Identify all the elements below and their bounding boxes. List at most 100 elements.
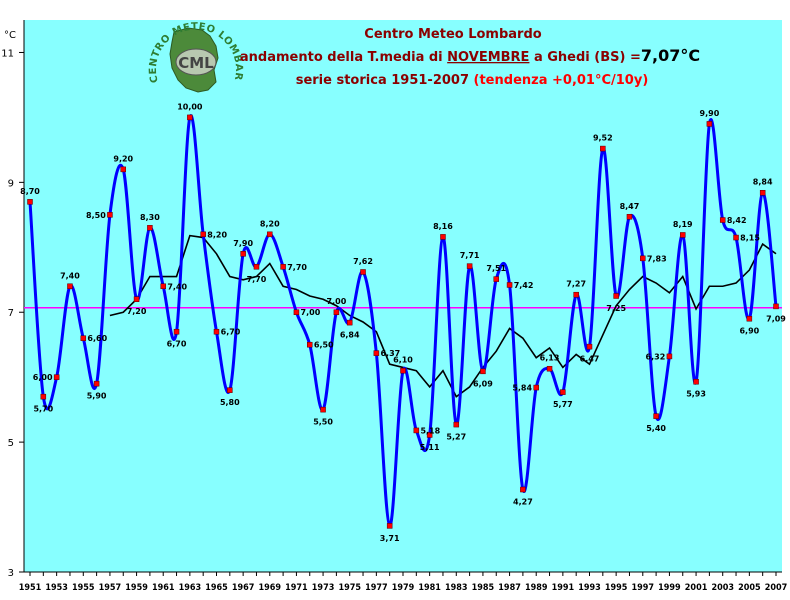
x-tick-label: 1987	[498, 583, 521, 593]
data-point	[40, 393, 47, 400]
x-tick-label: 2007	[765, 583, 788, 593]
data-point	[426, 432, 433, 438]
data-point	[293, 309, 300, 315]
chart-title-line2: andamento della T.media di NOVEMBRE a Gh…	[240, 46, 700, 65]
data-label: 5,70	[33, 405, 53, 414]
data-label: 8,19	[673, 220, 693, 229]
data-label: 6,13	[540, 354, 560, 363]
x-tick-label: 1959	[125, 583, 148, 593]
x-tick-label: 1967	[232, 583, 255, 593]
data-point	[346, 319, 353, 326]
data-point	[307, 341, 313, 348]
markers-group	[27, 114, 779, 529]
x-tick-label: 1995	[605, 583, 628, 593]
data-point	[706, 121, 713, 127]
data-label: 7,00	[301, 308, 321, 317]
temperature-series-line	[28, 114, 778, 528]
data-label: 6,90	[739, 327, 759, 336]
data-label: 7,40	[167, 282, 187, 291]
y-tick-label: 11	[1, 48, 14, 59]
data-point	[93, 380, 100, 387]
data-label: 5,84	[512, 384, 532, 393]
x-tick-label: 1985	[472, 583, 495, 593]
x-tick-label: 1969	[259, 583, 282, 593]
data-label: 7,90	[233, 239, 253, 248]
data-label: 6,10	[393, 356, 413, 365]
data-point	[506, 282, 513, 288]
data-label: 7,83	[647, 254, 667, 263]
data-label: 6,00	[33, 373, 53, 382]
data-point	[653, 413, 659, 419]
data-point	[560, 389, 566, 395]
data-point	[333, 309, 340, 315]
logo-badge	[175, 48, 217, 76]
x-tick-label: 1993	[578, 583, 601, 593]
data-label: 6,70	[221, 328, 241, 337]
x-tick-label: 1997	[632, 583, 655, 593]
moving-average-line	[109, 234, 777, 398]
data-label: 6,09	[473, 379, 493, 388]
x-tick-label: 2001	[685, 583, 708, 593]
data-point	[267, 231, 273, 238]
data-point	[360, 269, 366, 275]
data-label: 5,50	[313, 418, 333, 427]
x-tick-label: 1955	[72, 583, 95, 593]
x-tick-label: 1973	[312, 583, 335, 593]
x-tick-label: 2005	[738, 583, 761, 593]
x-ticks: 1951 1953 1955 1957 1959 1961 1963 1965 1967 1969…	[19, 572, 788, 593]
data-label: 6,50	[314, 341, 334, 350]
x-tick-label: 1989	[525, 583, 548, 593]
data-point	[280, 264, 286, 270]
data-label: 7,20	[127, 307, 147, 316]
data-point	[253, 264, 260, 270]
chart-title-line3: serie storica 1951-2007 (tendenza +0,01°…	[296, 73, 649, 88]
data-label: 6,32	[646, 352, 666, 361]
data-point	[53, 374, 60, 380]
plot-area	[24, 20, 782, 572]
title-suffix: a Ghedi (BS) =	[529, 50, 640, 65]
x-tick-label: 1951	[19, 583, 42, 593]
data-point	[227, 387, 233, 393]
data-label: 8,30	[140, 213, 160, 222]
data-point	[493, 276, 499, 282]
data-point	[386, 523, 393, 529]
x-tick-label: 1999	[658, 583, 681, 593]
data-point	[626, 214, 633, 220]
data-label: 10,00	[177, 102, 203, 111]
data-label: 7,71	[460, 251, 480, 260]
data-label: 6,70	[167, 340, 187, 349]
data-label: 5,77	[553, 400, 573, 409]
x-tick-label: 1979	[392, 583, 415, 593]
data-label: 7,09	[766, 314, 786, 323]
x-tick-label: 1971	[285, 583, 308, 593]
y-axis-label: °C	[4, 30, 16, 41]
data-point	[320, 406, 326, 413]
data-point	[773, 303, 779, 310]
title-series-range: serie storica 1951-2007	[296, 73, 474, 88]
data-point	[27, 199, 33, 205]
data-point	[413, 427, 420, 434]
data-point	[147, 225, 153, 231]
x-tick-label: 1953	[45, 583, 68, 593]
data-label: 9,20	[113, 154, 133, 163]
x-tick-label: 1981	[418, 583, 441, 593]
x-tick-label: 1957	[99, 583, 122, 593]
data-label: 8,70	[20, 187, 40, 196]
data-point	[693, 378, 699, 385]
data-labels-group: 8,70 5,70 6,00 7,40 6,60 5,90 8,50 9,20 7,20 8,30…	[20, 102, 786, 542]
data-point	[719, 217, 726, 223]
x-tick-label: 1991	[552, 583, 575, 593]
data-label: 8,47	[620, 202, 640, 211]
data-point	[533, 384, 539, 391]
y-ticks: 3 5 7 9 11	[1, 48, 24, 579]
data-label: 7,40	[60, 271, 80, 280]
data-point	[586, 343, 593, 350]
y-tick-label: 9	[8, 178, 14, 189]
data-label: 7,70	[247, 275, 267, 284]
data-label: 7,42	[514, 281, 534, 290]
data-point	[466, 263, 473, 269]
data-point	[107, 212, 113, 218]
data-label: 8,16	[433, 222, 453, 231]
data-point	[213, 328, 220, 335]
data-point	[173, 328, 180, 335]
